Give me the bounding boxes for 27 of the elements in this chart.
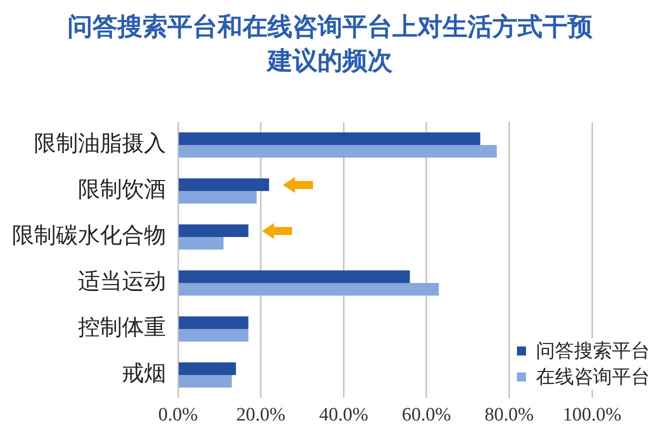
y-tick-label: 限制饮酒 xyxy=(78,178,166,203)
x-tick-label: 20.0% xyxy=(236,404,286,426)
y-tick-label: 限制油脂摄入 xyxy=(34,132,166,157)
bar xyxy=(178,132,480,145)
chart-title: 问答搜索平台和在线咨询平台上对生活方式干预建议的频次 xyxy=(66,11,594,77)
x-tick-label: 100.0% xyxy=(562,404,622,426)
legend-label: 问答搜索平台 xyxy=(536,340,650,362)
x-tick-label: 80.0% xyxy=(484,404,534,426)
bar xyxy=(178,329,248,342)
x-tick-label: 60.0% xyxy=(402,404,452,426)
bar xyxy=(178,191,257,204)
y-tick-label: 控制体重 xyxy=(78,316,166,341)
y-tick-label: 适当运动 xyxy=(78,270,166,295)
bar xyxy=(178,145,497,158)
bar xyxy=(178,270,410,283)
bar xyxy=(178,237,224,250)
y-tick-label: 戒烟 xyxy=(122,362,166,387)
bar xyxy=(178,375,232,388)
bar xyxy=(178,283,439,296)
bar xyxy=(178,224,248,237)
x-tick-label: 40.0% xyxy=(319,404,368,426)
bar xyxy=(178,178,270,191)
bar xyxy=(178,316,248,329)
legend-label: 在线咨询平台 xyxy=(536,366,650,388)
x-tick-label: 0.0% xyxy=(158,404,198,426)
y-tick-label: 限制碳水化合物 xyxy=(12,224,166,249)
bar xyxy=(178,362,236,375)
